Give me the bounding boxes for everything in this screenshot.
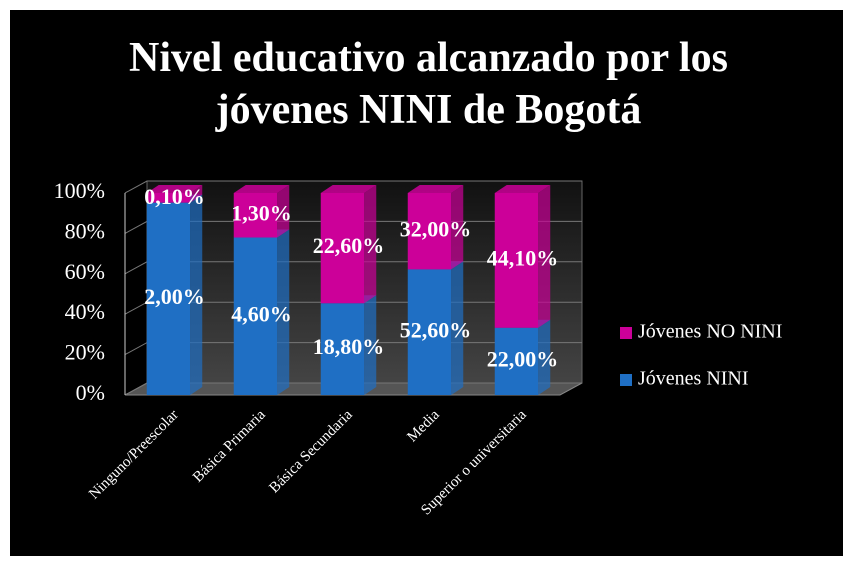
bar-face <box>146 185 203 193</box>
bar-face <box>190 194 203 395</box>
bar-face <box>494 185 551 193</box>
bar-face <box>407 185 464 193</box>
bar-face <box>190 185 203 203</box>
bar-face <box>233 237 278 395</box>
data-label: 22,00% <box>487 346 559 371</box>
bar-face <box>494 327 539 395</box>
grid-line <box>124 180 582 194</box>
x-tick-label: Básica Secundaria <box>266 407 356 497</box>
y-tick-label: 60% <box>65 259 105 284</box>
bar-face <box>364 295 377 395</box>
data-label: 44,10% <box>487 245 559 270</box>
y-tick-label: 40% <box>65 299 105 324</box>
bar-segment <box>494 185 551 328</box>
legend-swatch <box>620 374 632 386</box>
bar-face <box>407 193 452 270</box>
x-tick-label: Básica Primaria <box>190 407 269 486</box>
bar-face <box>320 303 365 395</box>
bar-face <box>146 193 191 203</box>
legend-label: Jóvenes NO NINI <box>638 321 782 343</box>
bar-face <box>233 193 278 238</box>
bar-segment <box>407 261 464 395</box>
legend-swatch <box>620 327 632 339</box>
bar-face <box>233 185 290 193</box>
data-label: 4,60% <box>231 301 292 326</box>
bar-face <box>538 185 551 328</box>
y-tick-label: 20% <box>65 340 105 365</box>
bar-face <box>277 185 290 238</box>
bar-face <box>364 185 377 304</box>
x-tick-label: Ninguno/Preescolar <box>86 407 182 503</box>
y-tick-label: 80% <box>65 218 105 243</box>
data-label: 18,80% <box>313 334 385 359</box>
legend-label: Jóvenes NINI <box>638 368 749 390</box>
bar-face <box>146 202 191 395</box>
chart-title: Nivel educativo alcanzado por los jóvene… <box>129 35 728 133</box>
bar-segment <box>407 185 464 270</box>
data-label: 0,10% <box>144 184 205 209</box>
bar-segment <box>146 185 203 203</box>
bar-face <box>494 193 539 328</box>
bar-segment <box>233 185 290 238</box>
bar-face <box>451 261 464 395</box>
data-label: 52,60% <box>400 317 472 342</box>
bar-segment <box>320 185 377 304</box>
data-label: 22,60% <box>313 233 385 258</box>
bar-face <box>451 185 464 270</box>
y-tick-label: 100% <box>54 178 105 203</box>
data-label: 32,00% <box>400 216 472 241</box>
data-label: 2,00% <box>144 284 205 309</box>
data-label: 1,30% <box>231 200 292 225</box>
bar-face <box>320 193 365 304</box>
x-tick-label: Media <box>404 407 443 446</box>
bar-face <box>277 229 290 395</box>
bar-face <box>407 269 452 395</box>
y-tick-label: 0% <box>76 380 105 405</box>
bar-face <box>538 319 551 395</box>
bar-face <box>320 185 377 193</box>
